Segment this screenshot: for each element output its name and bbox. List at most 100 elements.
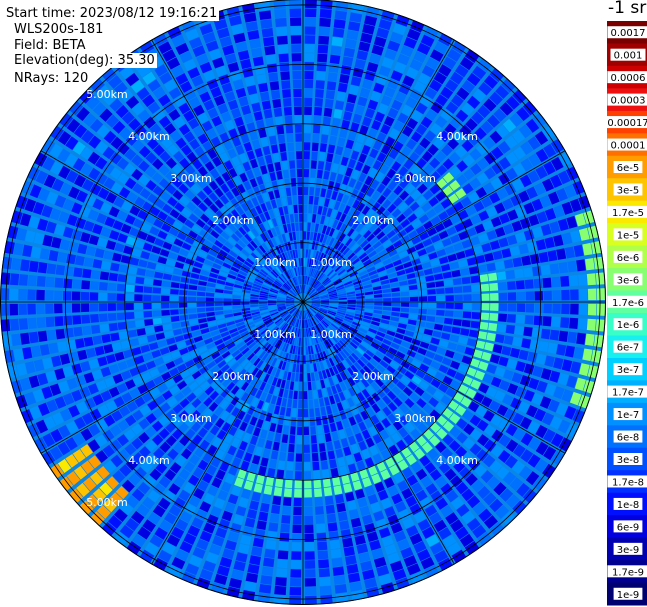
ppi-cell	[420, 94, 433, 107]
ppi-cell	[328, 307, 338, 311]
ppi-cell	[361, 116, 372, 127]
ppi-cell	[310, 426, 317, 435]
ppi-cell	[492, 344, 503, 354]
ppi-cell	[318, 559, 330, 569]
azimuth-spoke	[302, 301, 566, 454]
ppi-cell	[227, 493, 239, 505]
ppi-cell	[453, 242, 464, 252]
ppi-cell	[343, 379, 352, 389]
ppi-cell	[332, 365, 339, 375]
colorbar-label-bg	[607, 71, 647, 84]
ppi-cell	[312, 317, 318, 325]
ppi-cell	[274, 280, 283, 287]
ppi-cell	[197, 459, 209, 471]
ppi-cell	[390, 522, 403, 534]
ppi-cell	[442, 434, 454, 446]
ppi-cell	[256, 73, 267, 84]
ppi-cell	[227, 273, 237, 280]
ppi-cell	[453, 131, 466, 144]
ppi-cell	[324, 198, 330, 208]
ppi-cell	[285, 302, 295, 305]
ppi-cell	[434, 41, 449, 55]
range-ring-label: 3.00km	[394, 412, 436, 425]
ppi-cell	[411, 416, 422, 427]
ppi-cell	[165, 409, 177, 421]
ppi-cell	[435, 497, 449, 510]
ppi-cell	[158, 164, 170, 176]
ppi-cell	[254, 320, 264, 326]
ppi-cell	[277, 304, 286, 308]
ppi-cell	[481, 293, 490, 301]
ppi-cell	[311, 327, 316, 336]
ppi-cell	[333, 201, 341, 211]
ppi-cell	[402, 75, 415, 87]
ppi-cell	[275, 568, 288, 578]
ppi-cell	[269, 272, 277, 280]
colorbar-label-bg	[610, 48, 646, 61]
ppi-cell	[415, 225, 426, 235]
ppi-cell	[477, 58, 492, 73]
ppi-cell	[164, 330, 174, 338]
ppi-cell	[396, 269, 406, 277]
ppi-cell	[289, 577, 302, 587]
ppi-cell	[224, 473, 235, 485]
ppi-cell	[279, 253, 285, 263]
ppi-cell	[260, 391, 268, 402]
ppi-cell	[340, 156, 349, 167]
ppi-cell	[280, 379, 286, 389]
ppi-cell	[184, 428, 196, 440]
ppi-cell	[124, 414, 137, 427]
ppi-cell	[102, 521, 117, 536]
ppi-cell	[569, 274, 579, 287]
ppi-cell	[360, 273, 369, 280]
ppi-cell	[549, 370, 561, 383]
ppi-cell	[409, 392, 420, 403]
ppi-cell	[189, 138, 201, 150]
ppi-cell	[271, 504, 281, 514]
ppi-cell	[179, 248, 189, 257]
ppi-cell	[223, 294, 233, 298]
ppi-cell	[518, 190, 530, 203]
ppi-cell	[402, 517, 415, 529]
ppi-cell	[134, 196, 146, 208]
ppi-cell	[278, 360, 284, 370]
ppi-cell	[352, 480, 363, 491]
ppi-cell	[336, 288, 346, 293]
ppi-cell	[569, 317, 579, 330]
ppi-cell	[303, 391, 308, 400]
ppi-cell	[377, 103, 389, 115]
ppi-cell	[387, 552, 401, 564]
ppi-cell	[173, 475, 186, 488]
ppi-cell	[195, 340, 206, 349]
colorbar-tick-label: 3e-6	[617, 275, 640, 286]
ppi-cell	[384, 156, 394, 167]
ppi-cell	[578, 227, 590, 241]
ppi-cell	[339, 381, 347, 391]
ppi-cell	[349, 12, 363, 23]
ppi-cell	[159, 346, 170, 356]
ppi-cell	[410, 131, 423, 143]
ppi-cell	[318, 310, 327, 315]
ppi-cell	[123, 245, 134, 255]
ppi-cell	[109, 230, 120, 241]
ppi-cell	[387, 413, 398, 424]
ppi-cell	[149, 534, 164, 548]
ppi-cell	[100, 226, 112, 238]
ppi-cell	[333, 154, 342, 165]
ppi-cell	[301, 310, 303, 320]
ppi-cell	[382, 338, 392, 346]
ppi-cell	[303, 284, 305, 294]
ppi-cell	[288, 363, 293, 372]
ppi-cell	[307, 372, 311, 382]
ppi-cell	[285, 302, 295, 304]
ppi-cell	[329, 336, 337, 345]
ppi-cell	[263, 109, 273, 119]
ppi-cell	[352, 374, 360, 384]
ppi-cell	[224, 313, 234, 319]
ppi-cell	[346, 311, 355, 316]
ppi-cell	[320, 0, 333, 10]
ppi-cell	[341, 119, 351, 130]
ppi-cell	[417, 518, 431, 531]
ppi-cell	[340, 437, 349, 448]
ppi-cell	[506, 281, 516, 290]
